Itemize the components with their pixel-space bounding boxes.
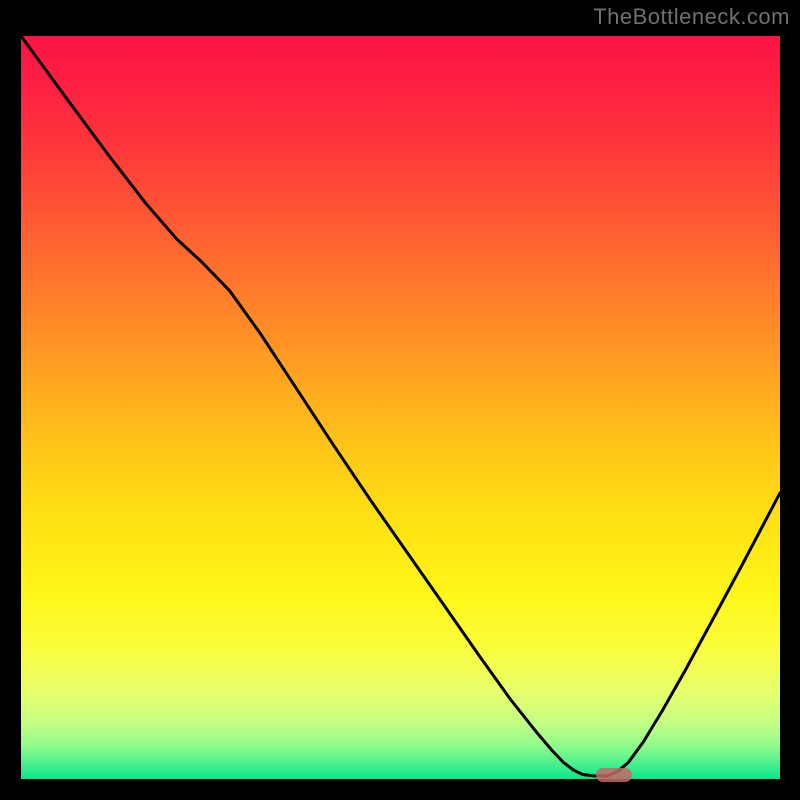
chart-container: TheBottleneck.com	[0, 0, 800, 800]
gradient-background	[21, 36, 780, 779]
valley-marker	[596, 768, 632, 782]
watermark-text: TheBottleneck.com	[593, 4, 790, 30]
plot-svg	[21, 36, 780, 779]
plot-area	[21, 36, 780, 779]
